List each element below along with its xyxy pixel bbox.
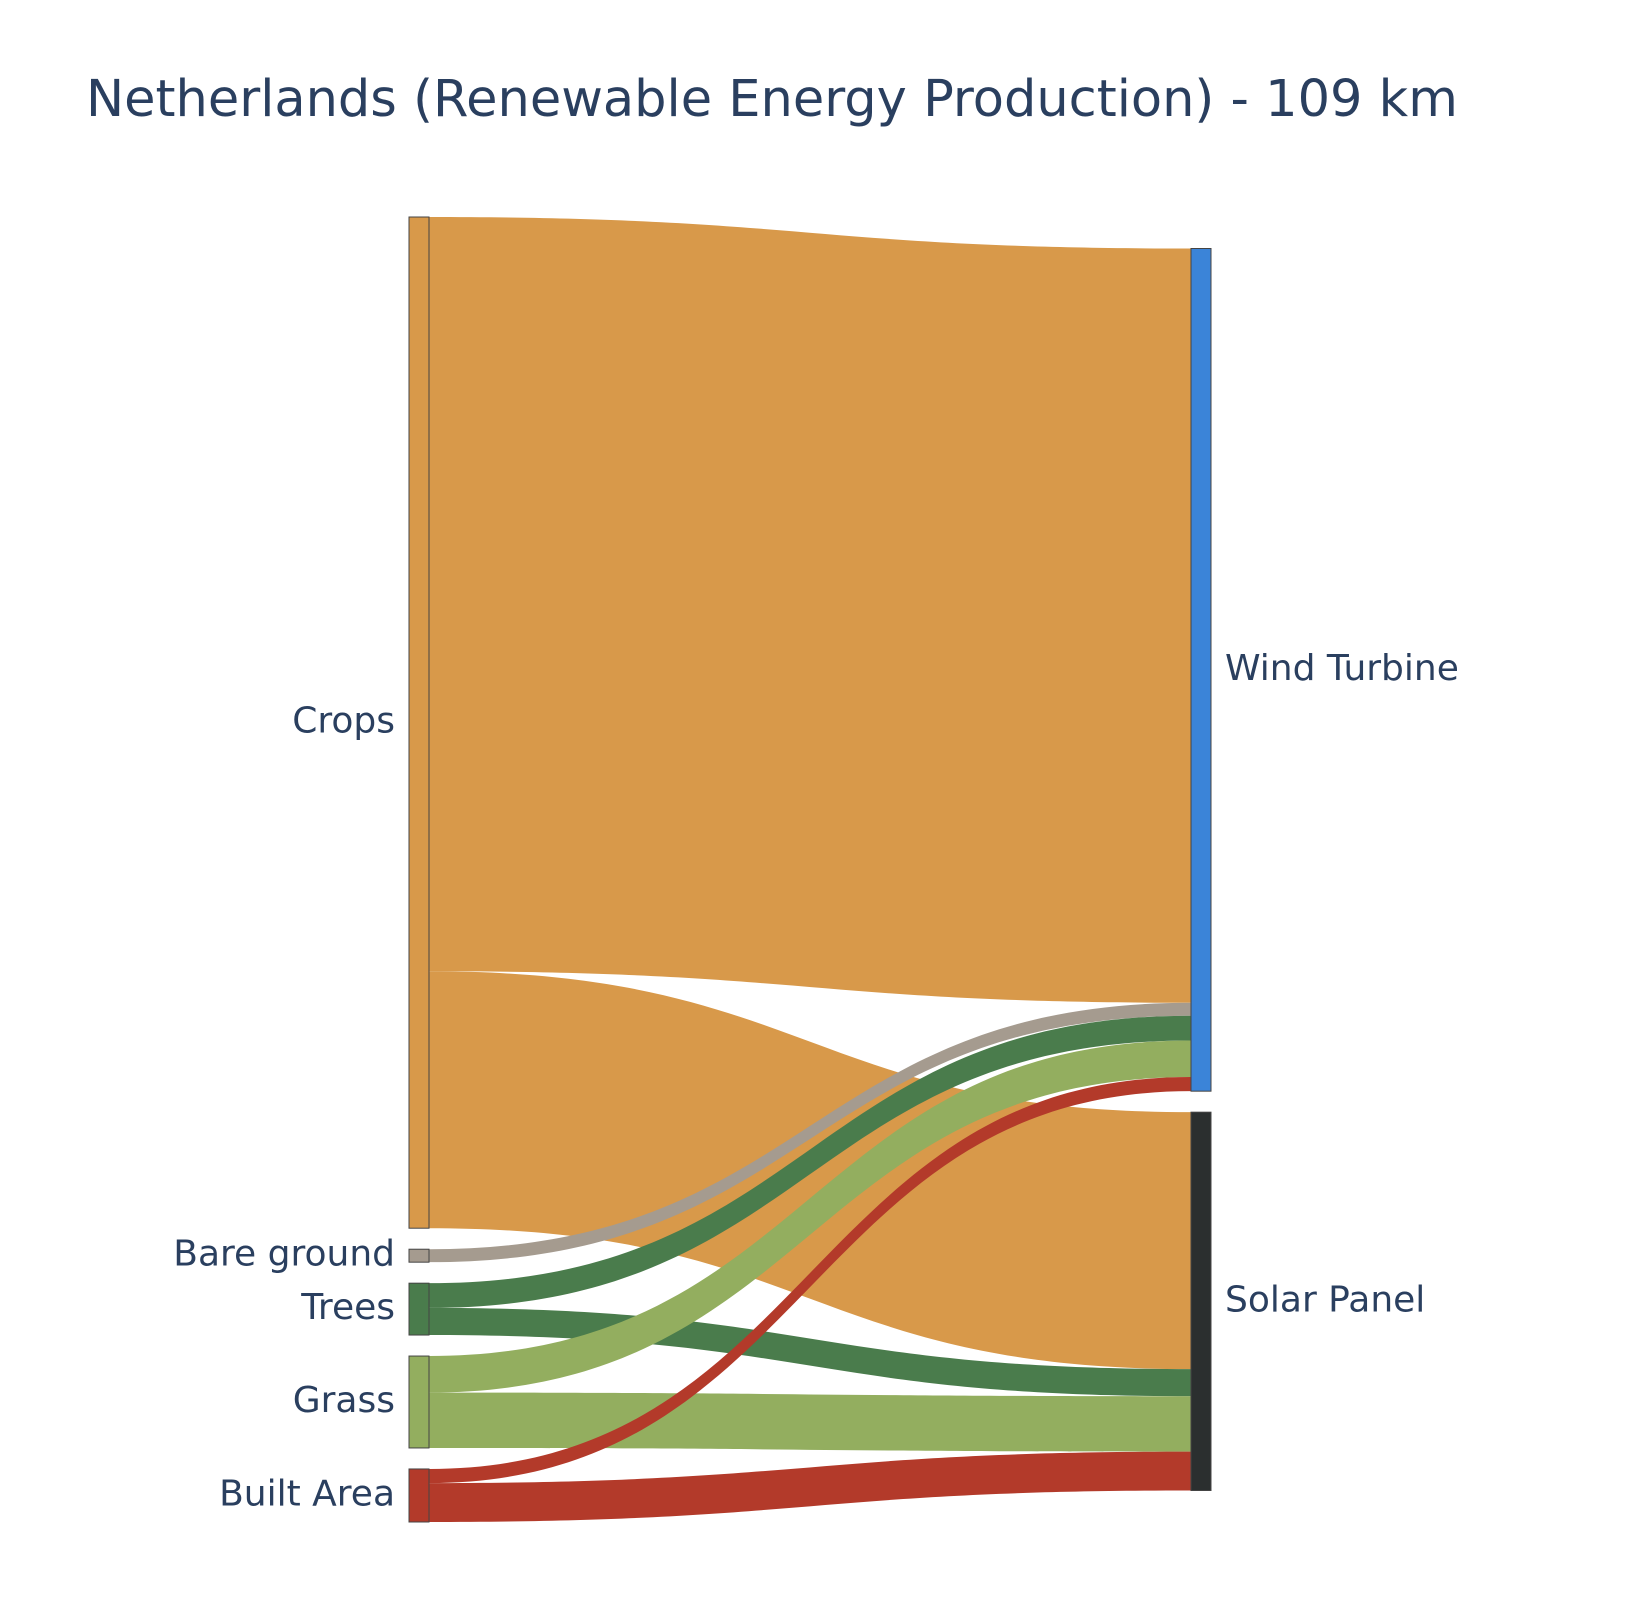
node-grass — [408, 1355, 430, 1449]
node-solar — [1190, 1111, 1212, 1492]
node-label-crops: Crops — [292, 701, 395, 742]
node-trees — [408, 1282, 430, 1336]
link-crops-to-wind — [429, 217, 1191, 1003]
node-wind — [1190, 248, 1212, 1092]
link-grass-to-wind — [429, 1040, 1191, 1393]
sankey-labels: Crops Bare ground Trees Grass Built Area Wind… — [173, 648, 1459, 1515]
node-label-bare: Bare ground — [173, 1234, 395, 1275]
link-trees-to-wind — [429, 1015, 1191, 1308]
node-bare — [408, 1248, 430, 1263]
node-crops — [408, 216, 430, 1229]
node-label-built: Built Area — [219, 1473, 395, 1514]
chart-title: Netherlands (Renewable Energy Production… — [86, 70, 1458, 129]
sankey-nodes — [408, 216, 1212, 1523]
link-built-to-wind — [429, 1077, 1191, 1484]
link-built-to-solar — [429, 1451, 1191, 1522]
node-label-solar: Solar Panel — [1225, 1279, 1425, 1320]
node-label-trees: Trees — [300, 1287, 395, 1328]
link-bare-to-wind — [429, 1002, 1191, 1263]
node-label-grass: Grass — [293, 1380, 395, 1421]
node-built — [408, 1468, 430, 1523]
node-label-wind: Wind Turbine — [1225, 648, 1459, 689]
sankey-links — [429, 217, 1191, 1522]
link-grass-to-solar — [429, 1392, 1191, 1452]
